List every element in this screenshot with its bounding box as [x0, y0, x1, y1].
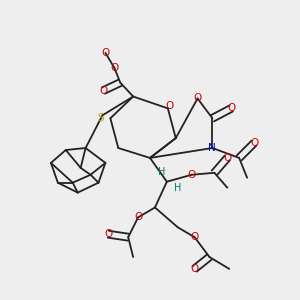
Text: O: O	[250, 138, 258, 148]
Text: O: O	[110, 63, 118, 73]
Text: O: O	[190, 232, 199, 242]
Text: N: N	[208, 143, 215, 153]
Text: H: H	[174, 183, 182, 193]
Text: O: O	[227, 103, 236, 113]
Text: O: O	[99, 85, 108, 96]
Text: H: H	[158, 167, 166, 177]
Text: O: O	[101, 48, 110, 58]
Text: O: O	[104, 229, 112, 239]
Text: O: O	[166, 101, 174, 111]
Text: O: O	[194, 94, 202, 103]
Text: O: O	[188, 170, 196, 180]
Text: O: O	[134, 212, 142, 222]
Text: O: O	[190, 264, 199, 274]
Text: S: S	[97, 113, 104, 123]
Text: O: O	[223, 153, 231, 163]
